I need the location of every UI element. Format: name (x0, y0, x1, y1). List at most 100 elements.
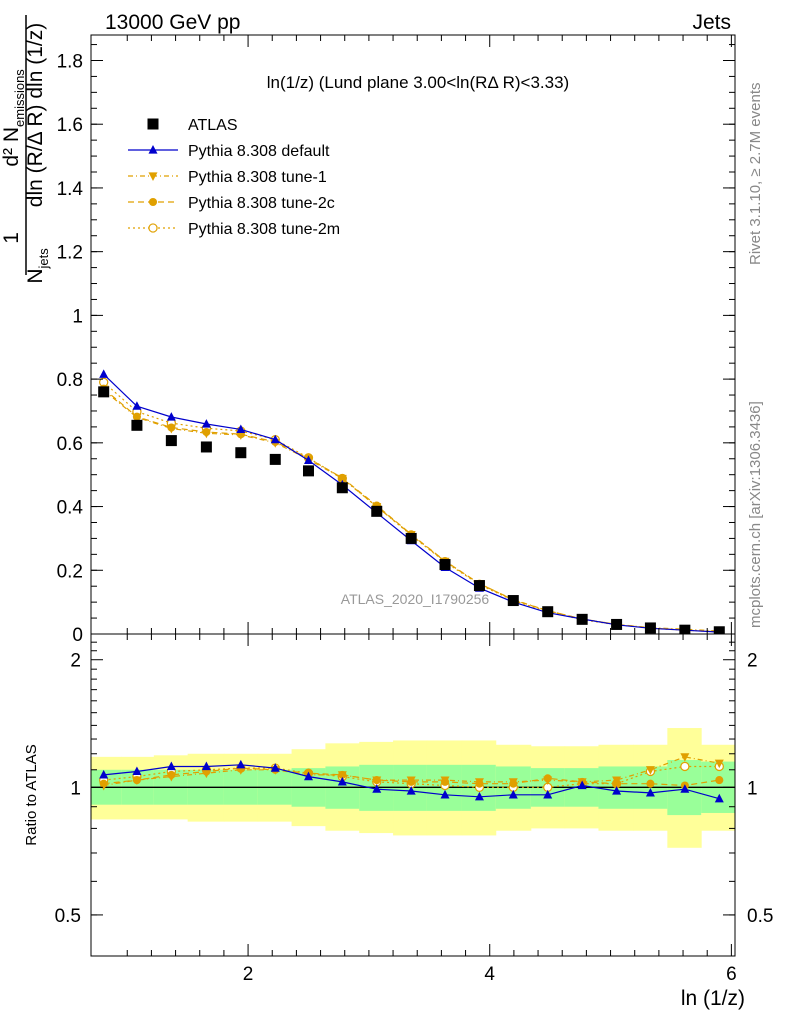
pythia-8-308-tune-1-point (201, 429, 211, 439)
pythia-8-308-tune-1-point (166, 424, 176, 434)
ratio-pythia-8-308-tune-2c-point (646, 779, 655, 788)
header-right-label: Jets (692, 11, 731, 34)
ratio-pythia-8-308-tune-1-point (132, 776, 142, 786)
ratio-pythia-8-308-tune-2m-point (680, 761, 690, 772)
y-tick-label: 0.2 (57, 561, 83, 582)
ratio-pythia-8-308-default-point (474, 791, 484, 801)
atlas-point (679, 624, 691, 634)
pythia-8-308-default-point (166, 412, 176, 421)
ratio-y-tick-label-right: 2 (747, 651, 758, 672)
ratio-pythia-8-308-tune-1-point (680, 753, 690, 762)
y-tick-label: 1.6 (57, 115, 83, 136)
legend-label: Pythia 8.308 tune-1 (188, 169, 327, 186)
ratio-pythia-8-308-default-point (372, 784, 382, 793)
atlas-point (713, 626, 725, 634)
pythia-8-308-default-point (99, 369, 109, 378)
legend: ATLAS Pythia 8.308 default Pythia 8.308 tu… (128, 117, 340, 238)
legend-label: Pythia 8.308 tune-2c (188, 195, 335, 212)
atlas-point (269, 453, 281, 465)
pythia-8-308-default-point (201, 419, 211, 428)
atlas-point (165, 435, 177, 447)
ratio-pythia-8-308-tune-1-point (99, 781, 109, 791)
ratio-pythia-8-308-default-point (406, 786, 416, 795)
x-axis-label: ln (1/z) (681, 987, 745, 1010)
ratio-pythia-8-308-tune-1-point (440, 776, 450, 786)
ratio-pythia-8-308-tune-1-point (201, 769, 211, 779)
ratio-pythia-8-308-tune-2c-point (715, 776, 724, 785)
atlas-point (371, 505, 383, 517)
header-left-label: 13000 GeV pp (105, 11, 240, 34)
ratio-pythia-8-308-tune-1-point (645, 766, 655, 775)
ratio-y-axis-label: Ratio to ATLAS (23, 744, 40, 845)
ratio-y-tick-label: 0.5 (55, 906, 81, 927)
ratio-pythia-8-308-tune-1-point (543, 776, 553, 786)
ratio-pythia-8-308-default-point (645, 787, 655, 797)
y-tick-label: 0.6 (57, 434, 83, 455)
legend-label: Pythia 8.308 tune-2m (188, 221, 340, 238)
ratio-pythia-8-308-tune-1-point (166, 772, 176, 782)
ratio-pythia-8-308-default-point (166, 761, 176, 771)
pythia-8-308-default-point (236, 424, 246, 434)
legend-label: Pythia 8.308 default (188, 143, 330, 160)
ratio-pythia-8-308-default-point (680, 784, 690, 793)
atlas-point (131, 419, 143, 431)
ratio-pythia-8-308-default-point (337, 776, 347, 786)
y-tick-label: 0 (72, 625, 83, 646)
pythia-8-308-default-point (270, 434, 280, 444)
ratio-pythia-8-308-tune-1-point (337, 771, 347, 780)
y-tick-label: 1 (72, 306, 83, 327)
ratio-pythia-8-308-tune-1-point (372, 776, 382, 786)
atlas-point (611, 618, 623, 630)
ratio-y-tick-label-right: 1 (747, 778, 758, 799)
ratio-pythia-8-308-default-point (270, 763, 280, 772)
x-tick-label: 2 (243, 964, 254, 985)
ratio-pythia-8-308-default-point (201, 761, 211, 771)
atlas-point (473, 580, 485, 592)
y-tick-label: 1.4 (57, 179, 84, 200)
atlas-point (235, 447, 247, 459)
y-axis-label: 1 Njets d² Nemissions dln (R/Δ R) dln (1… (0, 15, 53, 284)
ratio-pythia-8-308-default-point (612, 786, 622, 795)
ratio-pythia-8-308-tune-1-point (714, 759, 724, 769)
atlas-point (98, 386, 110, 398)
atlas-point (405, 532, 417, 544)
x-tick-label: 6 (726, 964, 737, 985)
legend-marker (147, 118, 159, 130)
y-tick-label: 0.8 (57, 370, 83, 391)
mcplots-label: mcplots.cern.ch [arXiv:1306.3436] (747, 401, 764, 628)
ratio-y-tick-label: 2 (70, 651, 81, 672)
legend-marker (148, 172, 158, 181)
pythia-8-308-default-point (132, 401, 142, 410)
x-tick-label: 4 (484, 964, 495, 985)
ratio-y-tick-label-right: 0.5 (747, 906, 773, 927)
ratio-pythia-8-308-tune-1-point (406, 776, 416, 786)
pythia-8-308-tune-1-point (236, 431, 246, 440)
y-axis-label-text: 1 Njets d² Nemissions dln (R/Δ R) dln (1… (0, 23, 53, 284)
ratio-pythia-8-308-default-point (303, 771, 313, 781)
ratio-pythia-8-308-default-point (440, 789, 450, 799)
atlas-point (507, 595, 519, 607)
legend-marker (148, 145, 158, 154)
atlas-point (336, 482, 348, 494)
ratio-pythia-8-308-default-point (132, 766, 142, 776)
ratio-pythia-8-308-default-point (577, 780, 587, 790)
ratio-pythia-8-308-default-point (236, 759, 246, 769)
atlas-point (302, 465, 314, 477)
rivet-label: Rivet 3.1.10, ≥ 2.7M events (747, 83, 764, 266)
ratio-pythia-8-308-tune-1-point (612, 776, 622, 786)
pythia-8-308-tune-1-point (132, 413, 142, 423)
atlas-point (576, 613, 588, 625)
ratio-pythia-8-308-default-point (714, 793, 724, 803)
ratio-y-tick-label: 1 (70, 778, 81, 799)
pythia-8-308-default-point (303, 455, 313, 464)
ratio-panel-frame (90, 633, 736, 957)
pythia-8-308-tune-1-point (337, 474, 347, 484)
atlas-point (542, 606, 554, 618)
legend-marker (148, 223, 158, 233)
atlas-point (644, 622, 656, 634)
ratio-pythia-8-308-default-point (508, 789, 518, 799)
legend-marker (148, 197, 158, 207)
ratio-pythia-8-308-default-point (543, 789, 553, 799)
y-tick-label: 1.8 (57, 51, 83, 72)
ratio-panel: 0.5 0.5 1 1 2 2 2 4 6 (55, 633, 773, 985)
